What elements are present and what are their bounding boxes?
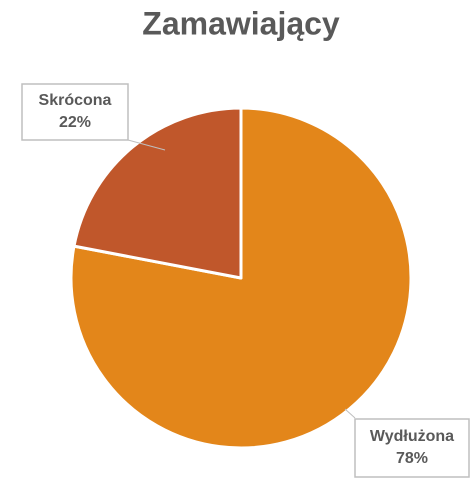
leader-line [127,139,166,151]
pie-slice [72,106,243,280]
value-label: 22% [59,114,91,131]
leader-line [344,408,356,419]
chart-title: Zamawiający [142,5,340,41]
value-label: 78% [396,450,428,467]
category-label: Wydłużona [370,428,454,445]
category-label: Skrócona [39,92,112,109]
pie-slice [69,106,413,450]
label-box [21,83,129,141]
label-box [354,418,470,478]
